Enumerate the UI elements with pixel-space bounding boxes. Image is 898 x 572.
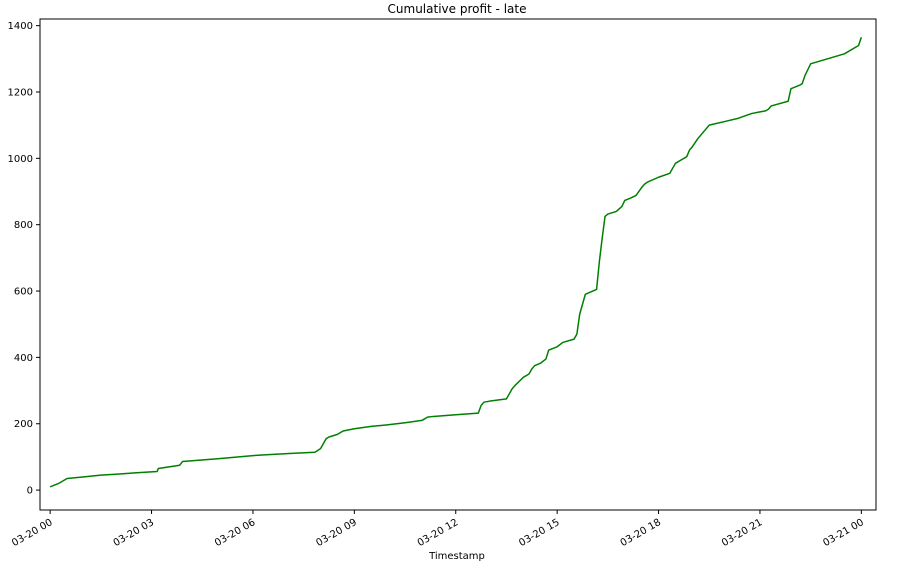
y-tick-label: 600 [14,287,33,298]
x-tick-label: 03-20 18 [619,517,663,549]
x-tick-label: 03-20 06 [213,517,257,549]
x-tick-label: 03-20 21 [720,517,764,549]
series-line [49,37,863,488]
x-tick-label: 03-21 00 [821,517,865,549]
x-tick-label: 03-20 00 [10,517,54,549]
plot-frame [39,18,877,511]
x-tick-label: 03-20 15 [517,517,561,549]
y-tick-label: 200 [14,419,33,430]
x-tick-label: 03-20 09 [314,517,358,549]
chart-title: Cumulative profit - late [388,2,527,16]
x-tick-label: 03-20 03 [112,517,156,549]
y-axis: 0 200 400 600 800 1000 1200 1400 [8,21,40,497]
x-tick-label: 03-20 12 [416,517,460,549]
y-tick-label: 400 [14,353,33,364]
y-tick-label: 1000 [8,154,33,165]
x-axis: 03-20 00 03-20 03 03-20 06 03-20 09 03-20 12… [10,510,866,549]
series-layer [49,37,863,488]
x-axis-label: Timestamp [428,551,485,562]
y-tick-label: 1400 [8,21,33,32]
y-tick-label: 0 [27,486,33,497]
y-tick-label: 800 [14,220,33,231]
plot-area [39,18,877,511]
y-tick-label: 1200 [8,87,33,98]
